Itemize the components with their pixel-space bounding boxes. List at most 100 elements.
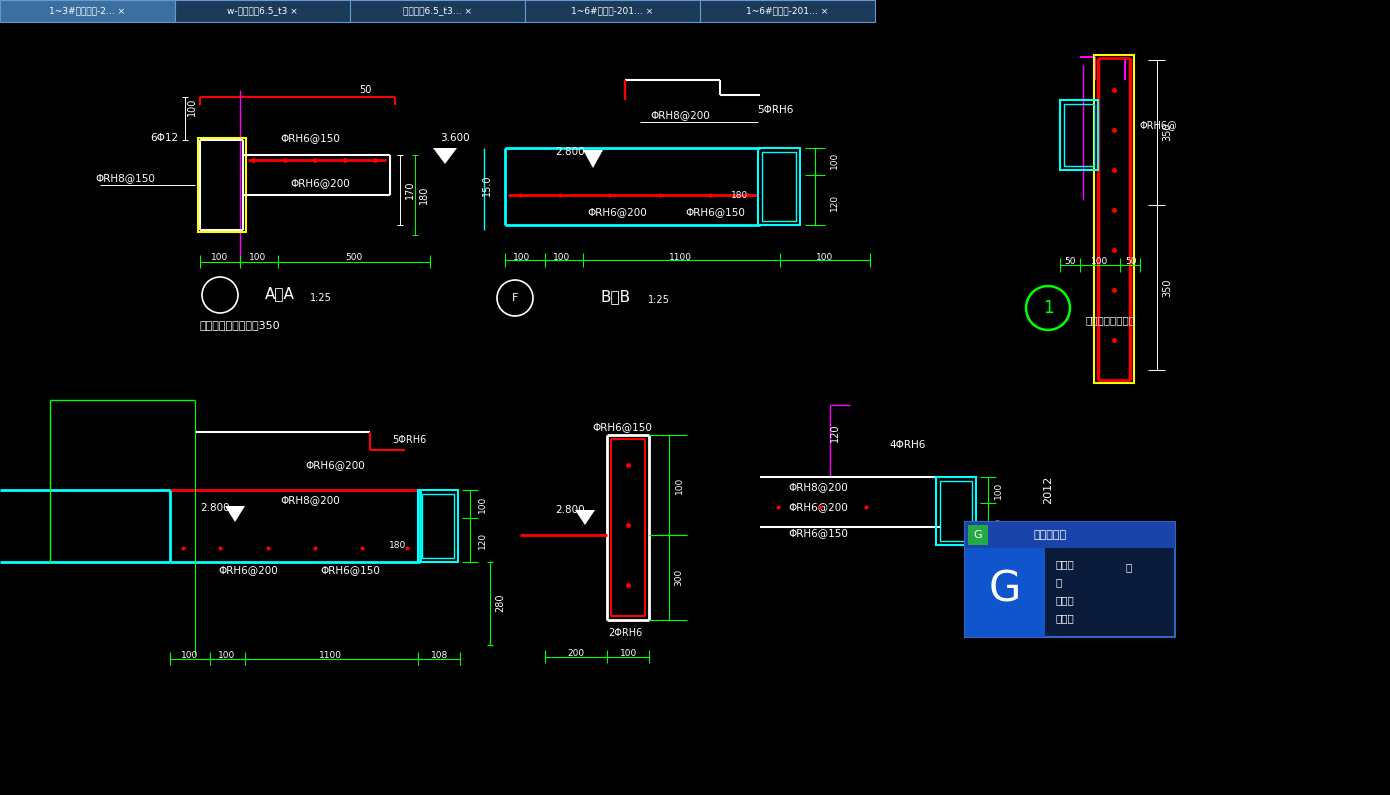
- Bar: [197, 138, 246, 232]
- Text: 180: 180: [389, 541, 407, 549]
- Text: 广联达资讯: 广联达资讯: [1033, 530, 1066, 540]
- Text: 100: 100: [620, 650, 638, 658]
- Bar: [965, 522, 1175, 548]
- Text: 1: 1: [1042, 299, 1054, 317]
- Text: 1:25: 1:25: [648, 295, 670, 305]
- Text: 【: 【: [1055, 577, 1061, 587]
- Text: 100: 100: [478, 495, 486, 513]
- Polygon shape: [575, 510, 595, 525]
- Text: 3.600: 3.600: [441, 133, 470, 143]
- Text: 2.800: 2.800: [200, 503, 229, 513]
- Text: ΦRH6@200: ΦRH6@200: [306, 460, 364, 470]
- Text: 6Φ12: 6Φ12: [150, 133, 178, 143]
- Text: ΦRH6@200: ΦRH6@200: [788, 502, 848, 512]
- Text: 100: 100: [513, 253, 531, 262]
- Text: G: G: [988, 569, 1022, 611]
- Text: 1100: 1100: [669, 253, 691, 262]
- Text: w-高层平面6.5_t3 ×: w-高层平面6.5_t3 ×: [227, 6, 297, 15]
- Text: A－A: A－A: [265, 286, 295, 301]
- Text: 100: 100: [181, 651, 199, 661]
- Text: 170: 170: [404, 180, 416, 200]
- Text: 而告知: 而告知: [1055, 559, 1073, 569]
- Text: 120: 120: [830, 193, 838, 211]
- Bar: [965, 548, 1045, 637]
- Text: 4ΦRH6: 4ΦRH6: [890, 440, 926, 450]
- Bar: [0, 0, 175, 22]
- Text: 350: 350: [1162, 122, 1172, 142]
- Text: 100: 100: [218, 651, 236, 661]
- Text: 500: 500: [345, 254, 363, 262]
- Bar: [965, 522, 1175, 637]
- Text: 200: 200: [567, 650, 585, 658]
- Text: 立面详图6.5_t3… ×: 立面详图6.5_t3… ×: [403, 6, 473, 15]
- Text: ΦRH6@150: ΦRH6@150: [685, 207, 745, 217]
- Text: ΦRH8@200: ΦRH8@200: [281, 495, 341, 505]
- Text: 与构造柱同时浇筑: 与构造柱同时浇筑: [1086, 315, 1136, 325]
- Bar: [423, 494, 455, 558]
- Text: 120: 120: [830, 424, 840, 442]
- Text: ΦRH6@200: ΦRH6@200: [218, 565, 278, 575]
- Bar: [967, 525, 988, 545]
- Polygon shape: [582, 150, 603, 168]
- Bar: [418, 490, 457, 562]
- Bar: [1094, 55, 1134, 383]
- Text: 2.800: 2.800: [555, 147, 585, 157]
- Text: 280: 280: [495, 594, 505, 612]
- Text: 2.800: 2.800: [555, 505, 585, 515]
- Text: ΦRH6@200: ΦRH6@200: [291, 178, 350, 188]
- Text: ΦRH6@200: ΦRH6@200: [587, 207, 646, 217]
- Text: ΦRH6@150: ΦRH6@150: [279, 133, 341, 143]
- Text: 350: 350: [1162, 279, 1172, 297]
- Text: 50: 50: [359, 85, 371, 95]
- Text: 120: 120: [994, 517, 1002, 533]
- Text: 2ΦRH6: 2ΦRH6: [607, 628, 642, 638]
- Text: ΦRH8@200: ΦRH8@200: [651, 110, 710, 120]
- Bar: [1061, 100, 1098, 170]
- Bar: [1063, 104, 1094, 166]
- Text: G: G: [973, 530, 983, 540]
- Bar: [350, 0, 525, 22]
- Text: 50: 50: [1065, 258, 1076, 266]
- Text: ΦRH6@150: ΦRH6@150: [788, 528, 848, 538]
- Text: 1~6#楼基础-201… ×: 1~6#楼基础-201… ×: [571, 6, 653, 15]
- Bar: [940, 481, 972, 541]
- Text: 180: 180: [731, 191, 749, 200]
- Text: 100: 100: [816, 253, 834, 262]
- Bar: [758, 148, 801, 225]
- Text: 100: 100: [994, 482, 1002, 498]
- Text: 带: 带: [1125, 562, 1131, 572]
- Text: 5ΦRH6: 5ΦRH6: [756, 105, 794, 115]
- Text: 1~3#地上梁板-2… ×: 1~3#地上梁板-2… ×: [50, 6, 125, 15]
- Text: 100: 100: [188, 98, 197, 116]
- Bar: [701, 0, 874, 22]
- Text: ΦRH8@150: ΦRH8@150: [95, 173, 156, 183]
- Text: ΦRH8@200: ΦRH8@200: [788, 482, 848, 492]
- Text: 100: 100: [1091, 258, 1109, 266]
- Text: 1100: 1100: [318, 651, 342, 661]
- Text: 5ΦRH6: 5ΦRH6: [392, 435, 427, 445]
- Text: 秘籍全: 秘籍全: [1055, 595, 1073, 605]
- Text: 100: 100: [830, 151, 838, 169]
- Text: ΦRH6@150: ΦRH6@150: [592, 422, 652, 432]
- Text: 108: 108: [431, 651, 449, 661]
- Text: 15.0: 15.0: [482, 174, 492, 196]
- Text: 300: 300: [674, 568, 684, 586]
- Text: 100: 100: [674, 476, 684, 494]
- Polygon shape: [434, 148, 457, 164]
- Text: 100: 100: [553, 253, 571, 262]
- Bar: [525, 0, 701, 22]
- Text: B－B: B－B: [600, 289, 630, 304]
- Text: ΦRH6@: ΦRH6@: [1140, 120, 1177, 130]
- Text: 100: 100: [211, 254, 228, 262]
- Text: ΦRH6@150: ΦRH6@150: [320, 565, 379, 575]
- Text: 1~6#总说明-201… ×: 1~6#总说明-201… ×: [746, 6, 828, 15]
- Text: 纵筋锚入两端剪力墙350: 纵筋锚入两端剪力墙350: [200, 320, 281, 330]
- Text: 1:25: 1:25: [310, 293, 332, 303]
- Bar: [762, 152, 796, 221]
- Polygon shape: [225, 506, 245, 522]
- Text: 2012: 2012: [1042, 476, 1054, 504]
- Bar: [175, 0, 350, 22]
- Bar: [935, 477, 976, 545]
- Text: 180: 180: [418, 186, 430, 204]
- Text: 50: 50: [1126, 258, 1137, 266]
